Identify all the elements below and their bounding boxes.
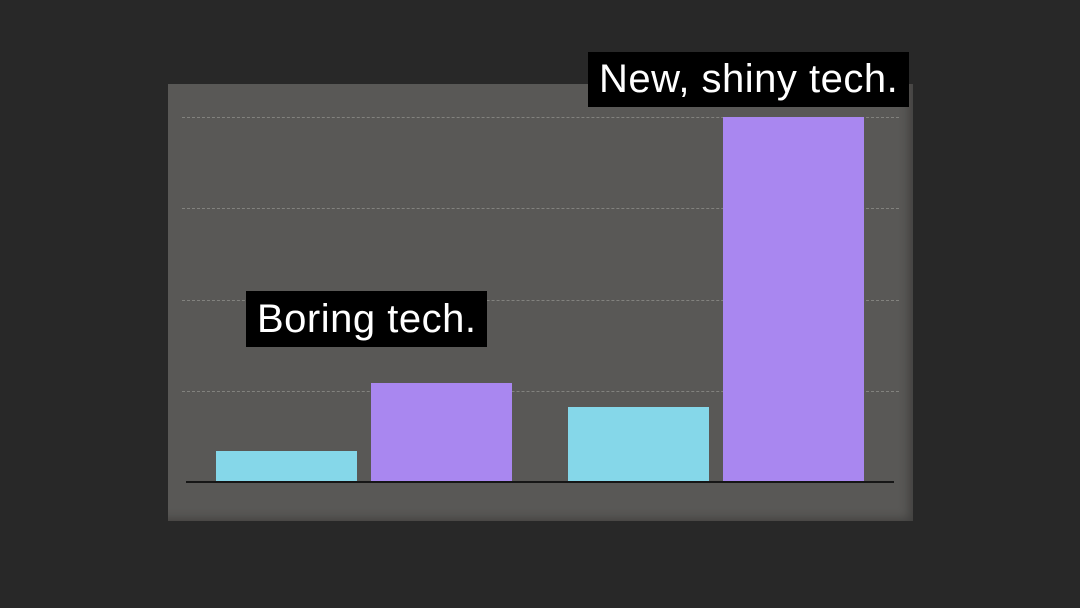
gridline-4 (182, 117, 899, 119)
label-boring-tech: Boring tech. (246, 291, 488, 347)
label-new-shiny-tech: New, shiny tech. (588, 52, 910, 107)
bar-cyan-0 (216, 450, 357, 482)
chart-panel (168, 84, 913, 521)
bar-purple-3 (723, 117, 864, 482)
gridline-1 (182, 390, 899, 392)
plot-area (168, 84, 913, 521)
gridline-2 (182, 299, 899, 301)
bar-cyan-2 (568, 407, 709, 482)
bar-purple-1 (371, 382, 512, 482)
x-axis-line (186, 481, 894, 483)
gridline-3 (182, 208, 899, 210)
